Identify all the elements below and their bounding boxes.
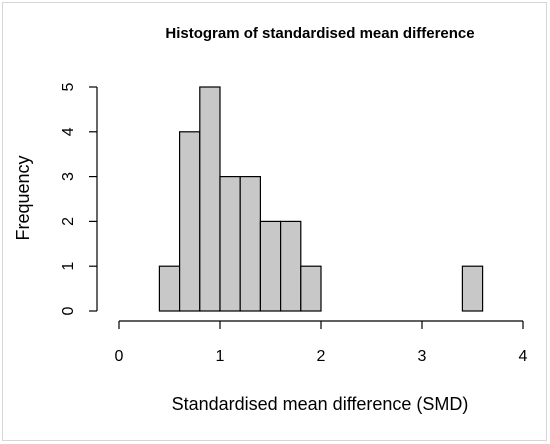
x-tick-label: 3 [418,348,427,365]
histogram-bar [461,265,484,312]
histogram-bar [158,265,181,312]
y-tick-label: 4 [60,127,77,136]
y-axis-label: Frequency [13,155,33,240]
x-tick-label: 2 [317,348,326,365]
histogram-bar [259,220,282,312]
bars-group [158,86,484,312]
y-tick-label: 2 [60,217,77,226]
x-axis: 0 1 2 3 4 [115,320,528,365]
x-tick-label: 0 [115,348,124,365]
y-tick-label: 0 [60,306,77,315]
y-axis: 0 1 2 3 4 5 [60,82,98,315]
histogram-bar [199,86,221,312]
y-tick-label: 1 [60,262,77,271]
x-tick-label: 1 [216,348,225,365]
histogram-bar [280,220,302,312]
y-tick-label: 3 [60,172,77,181]
histogram-bar [239,176,261,312]
histogram-bar [219,176,241,312]
histogram-bar [300,265,322,312]
y-tick-label: 5 [60,82,77,91]
histogram-bar [179,131,201,312]
x-tick-label: 4 [519,348,528,365]
chart-title: Histogram of standardised mean differenc… [165,25,474,42]
x-axis-label: Standardised mean difference (SMD) [172,394,469,414]
